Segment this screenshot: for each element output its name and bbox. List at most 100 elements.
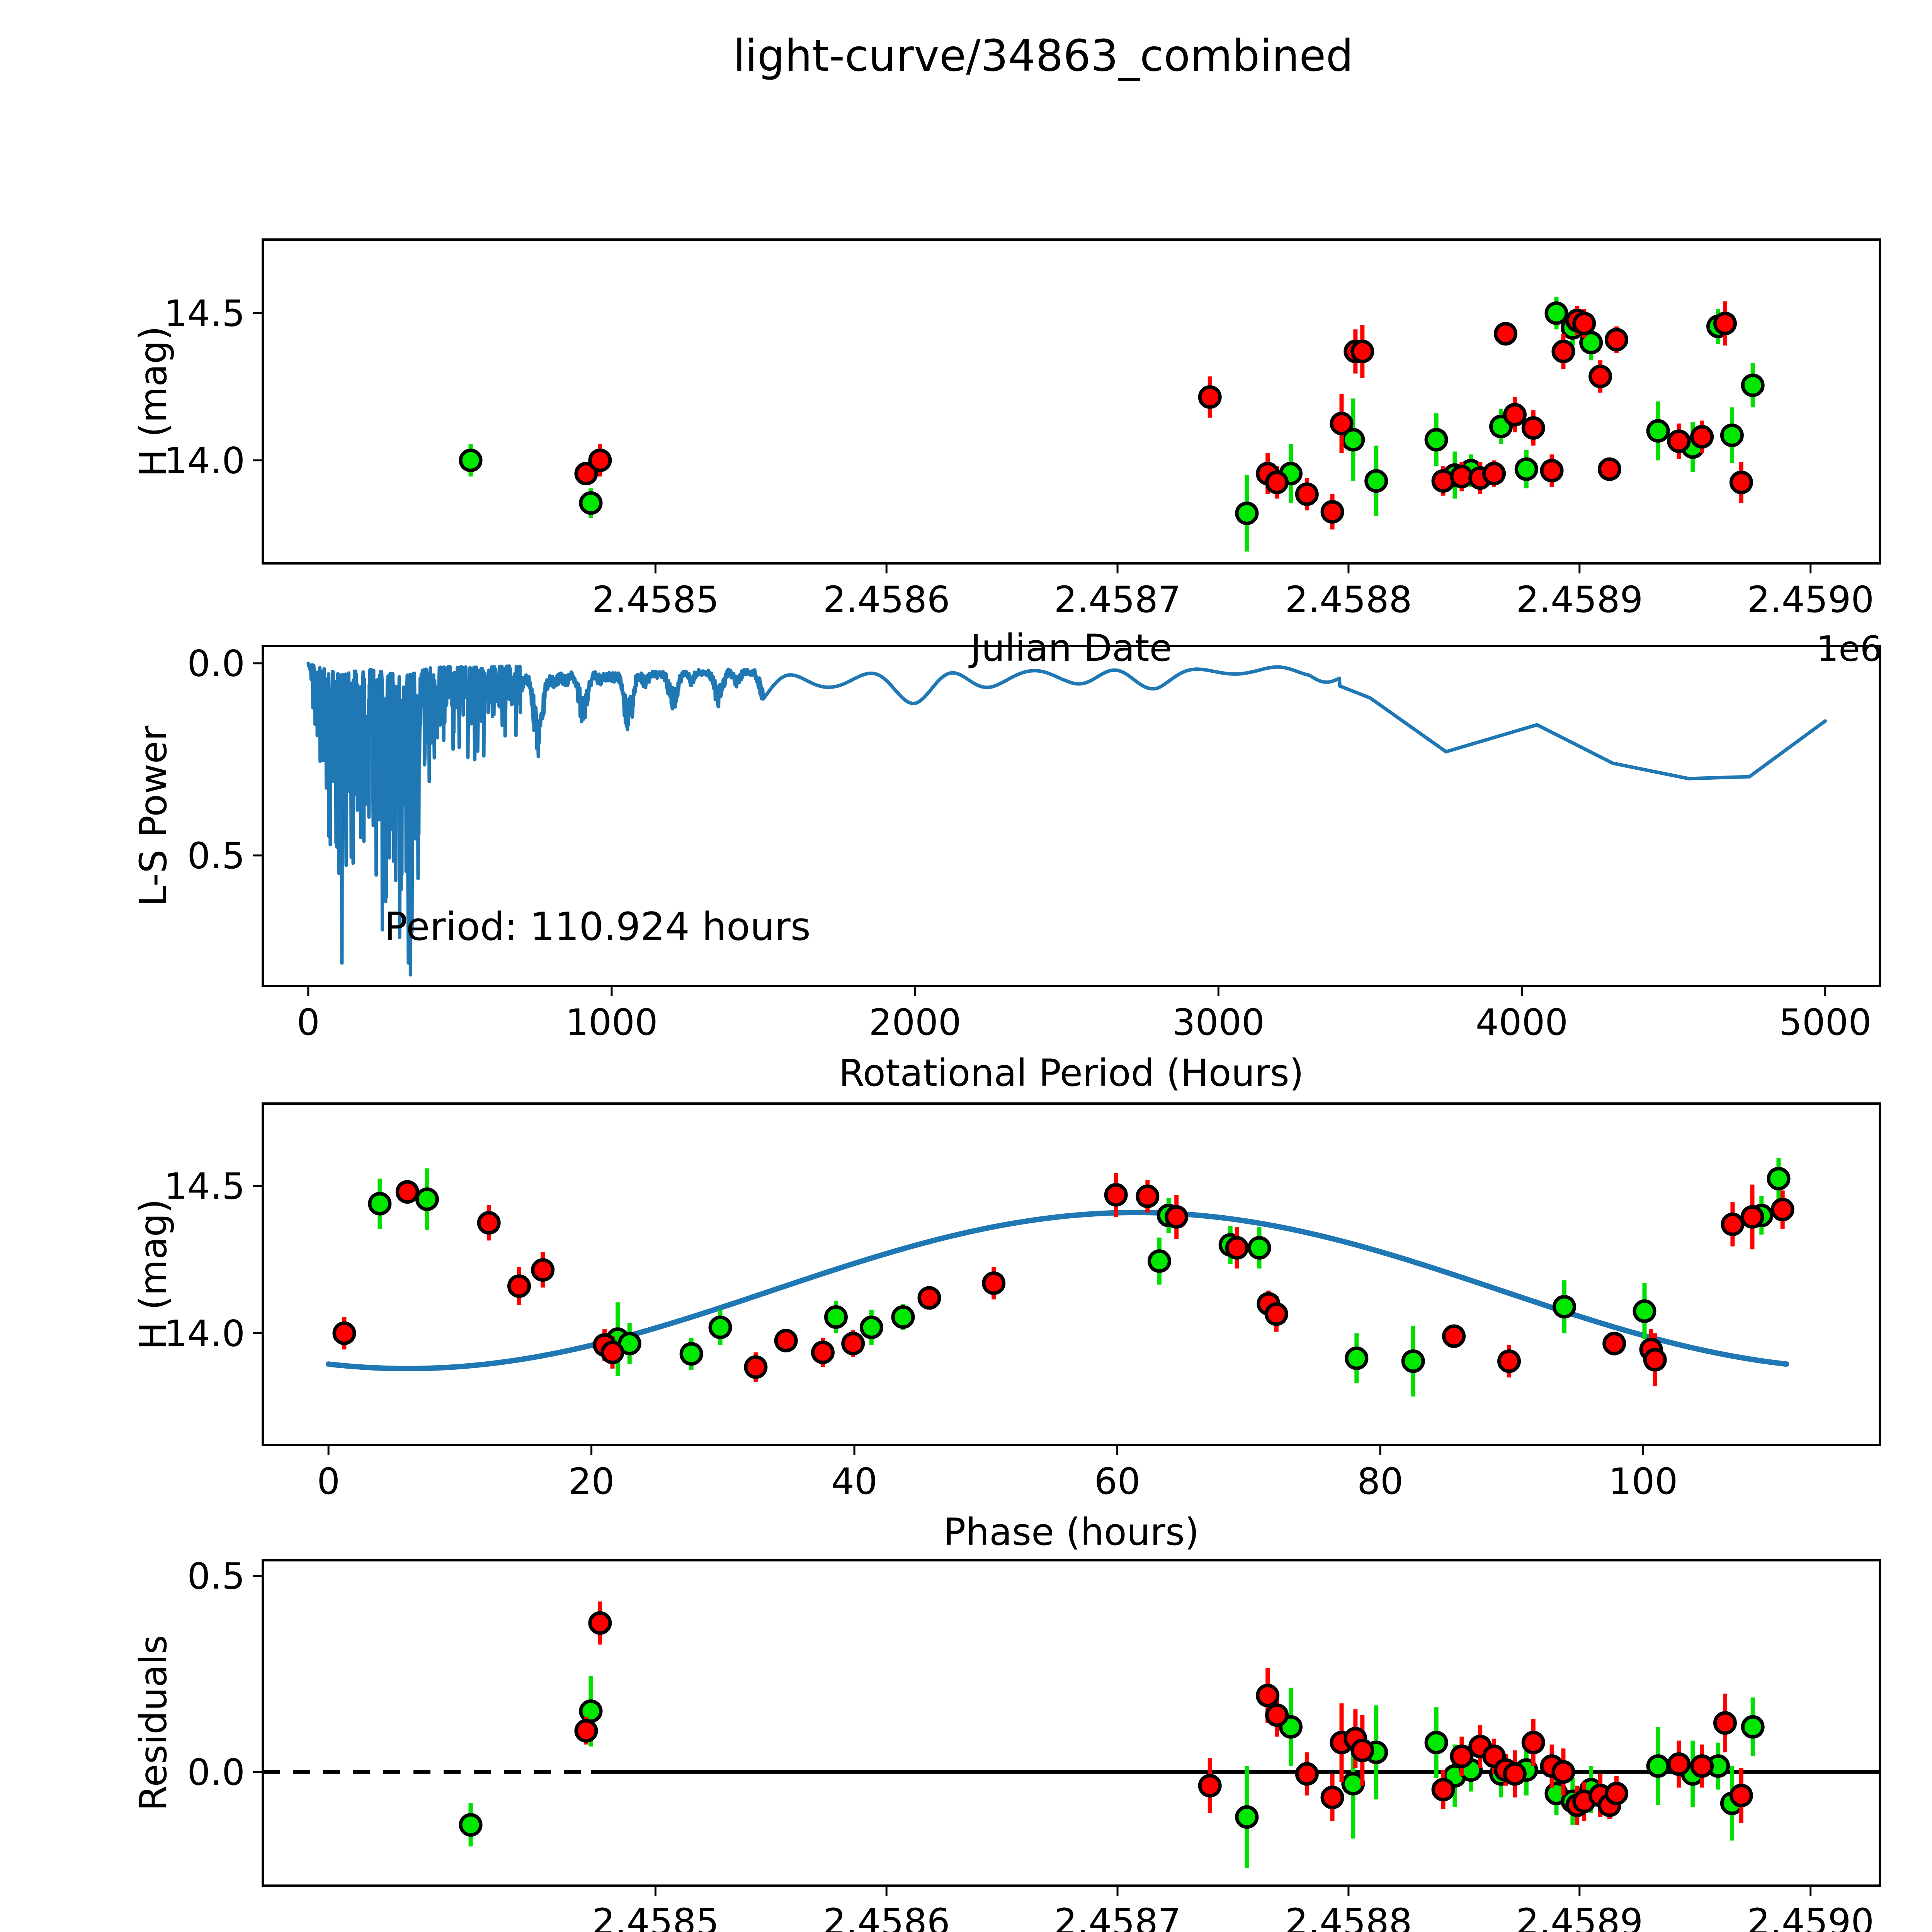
- data-point: [1720, 423, 1744, 447]
- sinusoid-fit-curve: [326, 1210, 1789, 1371]
- data-point: [1424, 1731, 1448, 1755]
- data-point: [824, 1305, 848, 1329]
- y-tick-label: 0.5: [187, 1556, 245, 1598]
- data-point: [1588, 364, 1612, 388]
- axes-phase-folded: 0 20 40 60 80 100 14.5 14.0 Phase (hours) H (mag): [132, 1102, 1881, 1554]
- x-axis-label: Julian Date: [968, 626, 1172, 670]
- data-point: [574, 1719, 598, 1743]
- data-point: [588, 1611, 612, 1635]
- data-point: [574, 462, 598, 486]
- data-point: [600, 1340, 624, 1364]
- data-point: [1713, 1711, 1737, 1735]
- x-tick-label: 100: [1609, 1461, 1678, 1503]
- plot-frame: [262, 1102, 1881, 1446]
- x-tick-label: 2.4589: [1516, 579, 1643, 621]
- y-axis-label: Residuals: [132, 1635, 175, 1811]
- chart-canvas: 0 20 40 60 80 100 14.5 14.0 Phase (hours) H (mag): [132, 1102, 1881, 1554]
- data-point: [1741, 373, 1765, 397]
- data-point: [1514, 457, 1538, 481]
- data-point: [1690, 1754, 1714, 1778]
- data-point: [1770, 1197, 1794, 1221]
- data-point: [1741, 1715, 1765, 1739]
- data-point: [1364, 469, 1388, 493]
- data-point: [1320, 500, 1344, 524]
- data-point: [1235, 1805, 1259, 1829]
- data-point: [579, 1699, 603, 1723]
- x-tick-label: 2.4586: [823, 579, 950, 621]
- y-tick-label: 14.0: [164, 440, 245, 482]
- x-tick-label: 40: [831, 1461, 878, 1503]
- data-point: [1540, 459, 1564, 483]
- data-point: [1147, 1249, 1171, 1273]
- x-tick-label: 2.4587: [1054, 579, 1181, 621]
- x-tick-label: 2.4588: [1285, 1901, 1412, 1932]
- chart-canvas: 2.4585 2.4586 2.4587 2.4588 2.4589 2.4590 0.5 0…: [132, 1556, 1881, 1932]
- series-red-filter: [574, 301, 1753, 530]
- data-point: [1104, 1183, 1128, 1207]
- x-tick-label: 2.4590: [1747, 579, 1874, 621]
- data-point: [1431, 1777, 1455, 1801]
- data-point: [811, 1340, 835, 1364]
- x-tick-label: 1000: [565, 1002, 658, 1044]
- data-point: [477, 1211, 501, 1235]
- x-axis-offset-text: 1e6: [1816, 629, 1882, 669]
- y-axis-label: H (mag): [132, 326, 175, 477]
- plot-frame: [262, 238, 1881, 565]
- data-point: [1247, 1236, 1271, 1260]
- data-point: [1721, 1212, 1745, 1236]
- data-point: [708, 1315, 732, 1339]
- x-tick-label: 4000: [1476, 1002, 1568, 1044]
- series-red-filter: [332, 1173, 1794, 1386]
- series-green-filter: [459, 297, 1765, 552]
- data-point: [1503, 403, 1527, 427]
- data-point: [332, 1321, 356, 1345]
- data-point: [1551, 1760, 1575, 1784]
- data-point: [1604, 328, 1628, 352]
- x-axis-label: Phase (hours): [944, 1510, 1199, 1554]
- series-green-filter: [368, 1158, 1791, 1397]
- period-annotation: Period: 110.924 hours: [384, 904, 811, 949]
- data-point: [415, 1187, 439, 1211]
- x-tick-label: 20: [568, 1461, 615, 1503]
- data-point: [917, 1286, 941, 1310]
- data-point: [1572, 311, 1596, 335]
- data-point: [1740, 1205, 1764, 1229]
- y-tick-label: 14.5: [164, 293, 245, 335]
- data-point: [1713, 311, 1737, 335]
- data-point: [1450, 1744, 1474, 1768]
- data-point: [891, 1305, 915, 1329]
- data-point: [1602, 1332, 1626, 1355]
- data-point: [368, 1192, 392, 1216]
- data-point: [1401, 1349, 1425, 1373]
- x-tick-label: 2.4585: [592, 1901, 719, 1932]
- data-point: [1198, 1774, 1222, 1798]
- data-point: [1604, 1782, 1628, 1806]
- series-red-filter: [574, 1601, 1753, 1825]
- data-point: [1598, 457, 1622, 481]
- data-point: [1198, 385, 1222, 409]
- plot-frame: [262, 645, 1881, 987]
- x-tick-label: 60: [1094, 1461, 1141, 1503]
- x-tick-label: 0: [317, 1461, 340, 1503]
- data-point: [1497, 1349, 1521, 1373]
- data-point: [1136, 1184, 1160, 1208]
- data-point: [1667, 1752, 1691, 1776]
- data-point: [1729, 471, 1753, 494]
- data-point: [1264, 1302, 1288, 1326]
- data-point: [1646, 1754, 1670, 1778]
- data-point: [395, 1180, 419, 1204]
- data-point: [1633, 1299, 1656, 1323]
- data-point: [1442, 1324, 1466, 1348]
- data-point: [1295, 1762, 1319, 1786]
- data-point: [531, 1258, 555, 1282]
- data-point: [1256, 1684, 1280, 1708]
- y-axis-label: L-S Power: [132, 725, 175, 906]
- data-point: [1521, 416, 1545, 440]
- x-tick-label: 2.4589: [1516, 1901, 1643, 1932]
- x-tick-label: 2.4588: [1285, 579, 1412, 621]
- chart-canvas: 0 1000 2000 3000 4000 5000 0.0 0.5 Rotational Pe…: [132, 643, 1881, 1095]
- x-axis-label: Rotational Period (Hours): [839, 1051, 1304, 1095]
- axes-lomb-scargle-periodogram: 0 1000 2000 3000 4000 5000 0.0 0.5 Rotational Pe…: [132, 643, 1881, 1095]
- x-tick-label: 0: [297, 1002, 320, 1044]
